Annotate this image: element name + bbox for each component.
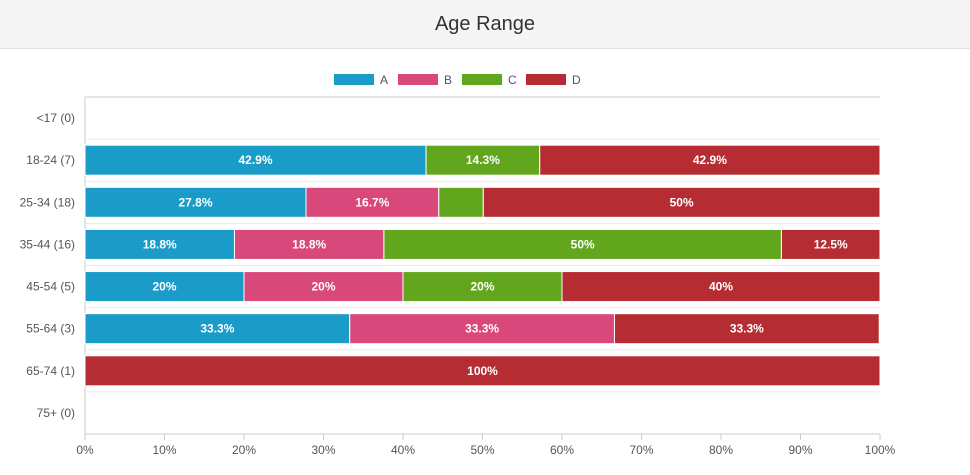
data-label: 16.7%: [355, 195, 389, 209]
data-label: 18.8%: [143, 237, 177, 251]
data-label: 40%: [709, 280, 733, 294]
legend-swatch-b: [398, 74, 438, 85]
bar-segment-a: [84, 228, 235, 260]
category-label: 55-64 (3): [26, 322, 75, 336]
data-label: 27.8%: [178, 195, 212, 209]
data-label: 18.8%: [292, 237, 326, 251]
x-tick-label: 30%: [311, 443, 335, 457]
x-tick-label: 60%: [550, 443, 574, 457]
legend-label-a: A: [380, 73, 388, 87]
x-tick-label: 20%: [232, 443, 256, 457]
data-label: 14.3%: [466, 153, 500, 167]
legend-swatch-d: [526, 74, 566, 85]
legend-swatch-c: [462, 74, 502, 85]
data-label: 50%: [670, 195, 694, 209]
bar-segment-a: [84, 186, 307, 218]
bar-segment-a: [84, 144, 427, 176]
bar-segment-d: [561, 271, 881, 303]
bar-segment-d: [780, 228, 881, 260]
data-label: 50%: [571, 237, 595, 251]
x-tick-label: 0%: [76, 443, 94, 457]
bar-segment-b: [349, 313, 615, 345]
category-label: 18-24 (7): [26, 153, 75, 167]
x-tick-label: 50%: [470, 443, 494, 457]
x-tick-label: 10%: [152, 443, 176, 457]
x-tick-label: 40%: [391, 443, 415, 457]
data-label: 12.5%: [814, 237, 848, 251]
bar-segment-d: [84, 355, 881, 387]
x-tick-label: 100%: [865, 443, 896, 457]
category-label: 35-44 (16): [20, 237, 75, 251]
data-label: 20%: [311, 280, 335, 294]
bar-segment-a: [84, 313, 351, 345]
x-tick-label: 80%: [709, 443, 733, 457]
category-label: 65-74 (1): [26, 364, 75, 378]
data-label: 20%: [470, 280, 494, 294]
data-label: 33.3%: [465, 322, 499, 336]
data-label: 33.3%: [200, 322, 234, 336]
legend-label-c: C: [508, 73, 517, 87]
category-label: 75+ (0): [37, 406, 75, 420]
bar-segment-c: [402, 271, 563, 303]
x-tick-label: 70%: [629, 443, 653, 457]
bar-segment-b: [243, 271, 404, 303]
data-label: 100%: [467, 364, 498, 378]
bar-segment-b: [233, 228, 385, 260]
data-label: 20%: [152, 280, 176, 294]
bar-segment-d: [482, 186, 881, 218]
bar-segment-c: [438, 186, 484, 218]
data-label: 42.9%: [693, 153, 727, 167]
data-label: 42.9%: [239, 153, 273, 167]
category-label: 25-34 (18): [20, 195, 75, 209]
chart-title: Age Range: [434, 12, 536, 35]
chart-legend: A B C D: [334, 73, 581, 87]
legend-swatch-a: [334, 74, 374, 85]
bar-segment-a: [84, 271, 245, 303]
category-label: <17 (0): [37, 111, 75, 125]
category-label: 45-54 (5): [26, 280, 75, 294]
bar-segment-d: [613, 313, 880, 345]
bar-segment-d: [539, 144, 881, 176]
legend-label-d: D: [572, 73, 581, 87]
bar-segment-c: [425, 144, 541, 176]
legend-label-b: B: [444, 73, 452, 87]
chart-header: Age Range: [0, 0, 970, 49]
x-tick-label: 90%: [788, 443, 812, 457]
data-label: 33.3%: [730, 322, 764, 336]
